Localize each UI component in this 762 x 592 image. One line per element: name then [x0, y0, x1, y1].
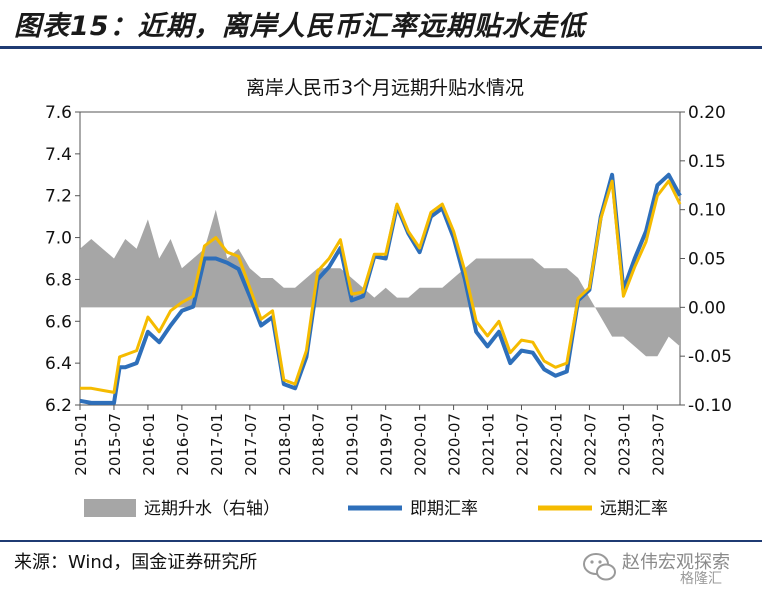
legend-premium-swatch: [84, 499, 136, 517]
left-tick-label: 7.6: [45, 103, 72, 123]
x-tick-label: 2016-07: [174, 413, 192, 476]
left-tick-label: 6.8: [45, 270, 72, 290]
wechat-icon: [583, 553, 616, 581]
watermark-subtext: 格隆汇: [680, 571, 722, 587]
left-tick-label: 7.0: [45, 229, 72, 249]
axes-layer: 6.2 6.4 6.6 6.8 7.0 7.2 7.4 7.6 -0.10 -0.05 0.00 0.…: [45, 103, 732, 476]
figure-title: 图表15：近期，离岸人民币汇率远期贴水走低: [14, 11, 586, 42]
x-tick-label: 2015-07: [106, 413, 124, 476]
x-tick-label: 2023-07: [649, 413, 667, 476]
x-tick-label: 2020-07: [446, 413, 464, 476]
footer-rule: [0, 540, 762, 542]
left-tick-label: 7.2: [45, 187, 72, 207]
x-tick-label: 2019-01: [344, 413, 362, 476]
title-rule: [0, 46, 762, 49]
right-tick-label: 0.10: [688, 201, 726, 221]
chart: 6.2 6.4 6.6 6.8 7.0 7.2 7.4 7.6 -0.10 -0.05 0.00 0.…: [45, 77, 732, 519]
source-note: 来源：Wind，国金证券研究所: [14, 552, 258, 573]
right-tick-label: -0.10: [688, 396, 732, 416]
right-tick-label: 0.00: [688, 298, 726, 318]
legend-forward-label: 远期汇率: [600, 499, 668, 519]
chart-title: 离岸人民币3个月远期升贴水情况: [246, 77, 524, 99]
legend-premium-label: 远期升水（右轴）: [144, 499, 280, 519]
x-tick-label: 2016-01: [140, 413, 158, 476]
x-tick-label: 2017-01: [208, 413, 226, 476]
x-tick-label: 2019-07: [378, 413, 396, 476]
watermark-text: 赵伟宏观探索: [622, 552, 730, 573]
right-tick-label: 0.20: [688, 103, 726, 123]
left-tick-label: 6.6: [45, 312, 72, 332]
x-tick-label: 2018-01: [276, 413, 294, 476]
x-tick-label: 2015-01: [72, 413, 90, 476]
series-forward-line: [80, 179, 682, 394]
watermark: 赵伟宏观探索 格隆汇: [576, 548, 758, 588]
x-tick-label: 2020-01: [412, 413, 430, 476]
x-tick-label: 2021-01: [480, 413, 498, 476]
rate-lines-layer: [79, 172, 682, 405]
chart-legend: 远期升水（右轴） 即期汇率 远期汇率: [84, 499, 668, 519]
left-tick-label: 7.4: [45, 145, 72, 165]
right-tick-label: 0.05: [688, 250, 726, 270]
x-tick-label: 2023-01: [615, 413, 633, 476]
right-tick-label: 0.15: [688, 152, 726, 172]
x-tick-label: 2022-07: [581, 413, 599, 476]
x-tick-label: 2021-07: [514, 413, 532, 476]
legend-spot-label: 即期汇率: [410, 499, 478, 519]
x-tick-label: 2018-07: [310, 413, 328, 476]
right-tick-label: -0.05: [688, 347, 732, 367]
left-tick-label: 6.4: [45, 354, 72, 374]
x-tick-label: 2022-01: [547, 413, 565, 476]
left-tick-label: 6.2: [45, 396, 72, 416]
x-tick-label: 2017-07: [242, 413, 260, 476]
